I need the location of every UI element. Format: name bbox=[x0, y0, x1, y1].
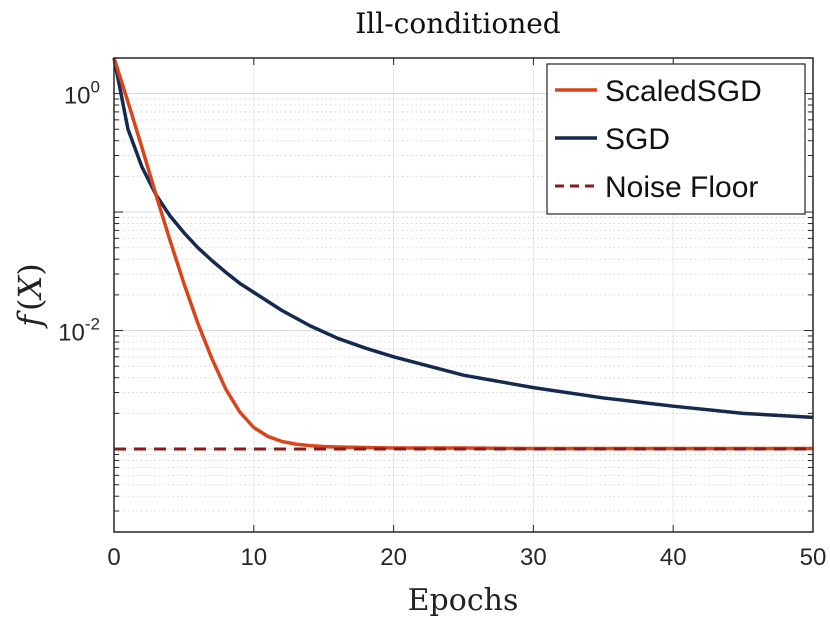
y-tick-label-exp: -2 bbox=[85, 315, 100, 334]
x-tick-label-4: 40 bbox=[660, 544, 687, 571]
y-tick-label-exp: 0 bbox=[91, 78, 100, 97]
y-tick-label-base: 10 bbox=[64, 83, 91, 110]
series-line-scaledsgd bbox=[112, 57, 813, 451]
legend: ScaledSGD SGD Noise Floor bbox=[546, 63, 806, 215]
x-tick-label-3: 30 bbox=[520, 544, 547, 571]
x-axis-label: Epochs bbox=[408, 583, 519, 618]
y-axis-label-open: ( bbox=[11, 298, 49, 310]
x-tick-label-1: 10 bbox=[240, 544, 267, 571]
plot-area bbox=[112, 57, 814, 451]
legend-label-1: SGD bbox=[605, 123, 670, 156]
y-axis-label-close: ) bbox=[11, 263, 49, 275]
y-tick-label-1: 10-2 bbox=[58, 315, 100, 347]
y-axis-label-x: X bbox=[11, 274, 49, 301]
x-tick-label-0: 0 bbox=[107, 544, 120, 571]
chart-title: Ill-conditioned bbox=[355, 7, 561, 40]
x-tick-label-5: 50 bbox=[800, 544, 827, 571]
y-tick-label-base: 10 bbox=[58, 320, 85, 347]
y-axis-label: f(X) bbox=[11, 263, 49, 329]
legend-label-2: Noise Floor bbox=[605, 171, 758, 204]
axes-box bbox=[113, 57, 814, 533]
x-tick-label-2: 20 bbox=[380, 544, 407, 571]
x-ticks: 0 10 20 30 40 50 bbox=[107, 58, 826, 571]
y-tick-label-0: 100 bbox=[64, 78, 100, 110]
legend-label-0: ScaledSGD bbox=[605, 75, 762, 108]
series-line-sgd bbox=[112, 57, 814, 420]
